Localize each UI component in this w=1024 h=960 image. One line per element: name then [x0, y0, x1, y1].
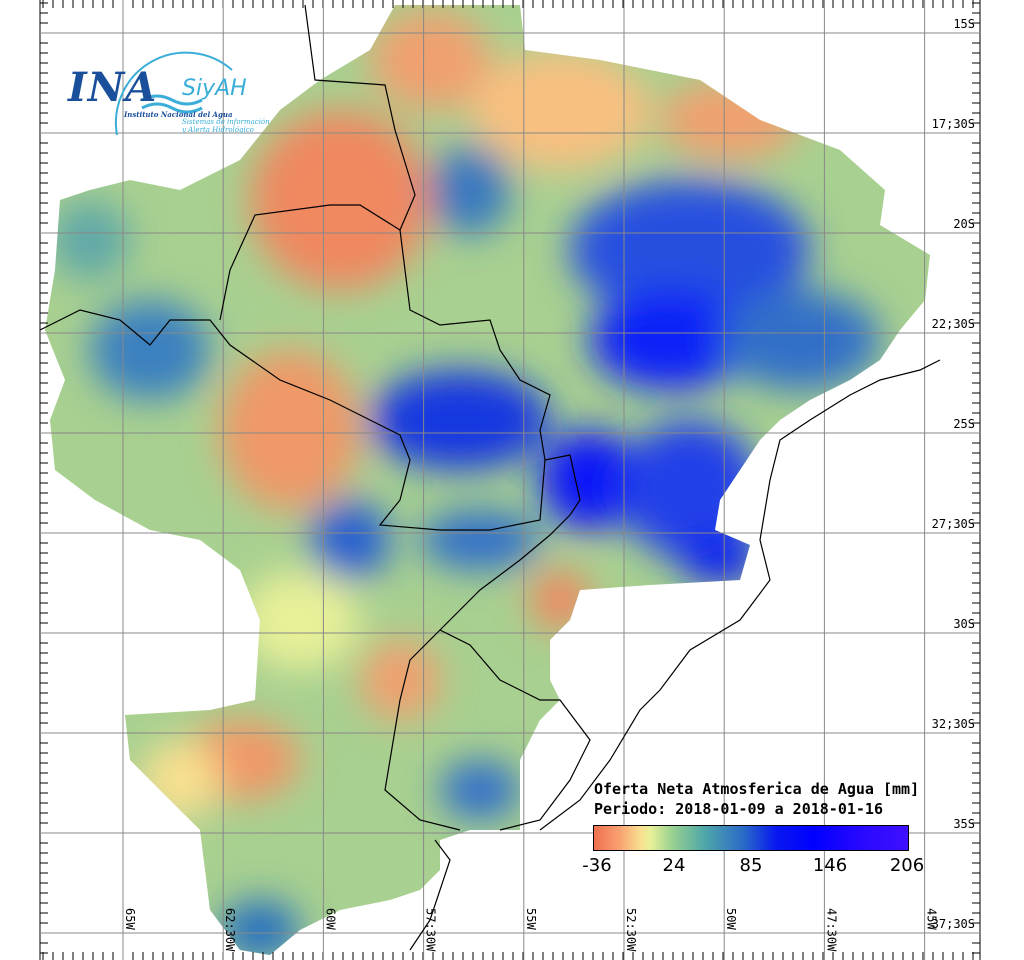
longitude-label: 60W — [323, 908, 337, 930]
longitude-label: 50W — [724, 908, 738, 930]
latitude-label: 20S — [953, 217, 975, 231]
colorbar-tick: 146 — [812, 855, 848, 876]
latitude-label: 17;30S — [932, 117, 975, 131]
latitude-label: 30S — [953, 617, 975, 631]
longitude-label: 62:30W — [223, 908, 237, 952]
latitude-label: 15S — [953, 17, 975, 31]
logo-ina: INA — [68, 64, 158, 111]
coordinate-grid: 15S 17;30S 20S 22;30S 25S 27;30S 30S 32;30S 35S 3… — [39, 0, 981, 960]
latitude-label: 22;30S — [932, 317, 975, 331]
latitude-label: 37;30S — [932, 917, 975, 931]
longitude-label: 47:30W — [824, 908, 838, 952]
colorbar-tick: 24 — [662, 855, 686, 876]
ina-siyah-logo: INA SiyAH Instituto Nacional del Agua Si… — [62, 50, 272, 150]
latitude-label: 25S — [953, 417, 975, 431]
map-title: Oferta Neta Atmosferica de Agua [mm] — [594, 780, 920, 798]
logo-siyah: SiyAH — [182, 76, 247, 101]
map-period: Periodo: 2018-01-09 a 2018-01-16 — [594, 800, 883, 818]
longitude-label: 45W — [925, 908, 939, 930]
country-borders — [39, 4, 941, 951]
longitude-label: 52:30W — [624, 908, 638, 952]
logo-arc-icon — [114, 51, 233, 136]
logo-institute: Instituto Nacional del Agua — [124, 110, 233, 119]
logo-system-line2: y Alerta Hidrológico — [182, 126, 254, 134]
longitude-label: 57:30W — [424, 908, 438, 952]
colorbar-tick: 85 — [739, 855, 763, 876]
colorbar — [593, 825, 909, 851]
longitude-label: 55W — [524, 908, 538, 930]
colorbar-tick: -36 — [582, 855, 612, 876]
logo-system: Sistemas de información y Alerta Hidroló… — [182, 118, 270, 134]
latitude-label: 27;30S — [932, 517, 975, 531]
latitude-label: 35S — [953, 817, 975, 831]
latitude-label: 32;30S — [932, 717, 975, 731]
longitude-label: 65W — [123, 908, 137, 930]
logo-system-line1: Sistemas de información — [182, 118, 270, 126]
colorbar-tick: 206 — [889, 855, 925, 876]
